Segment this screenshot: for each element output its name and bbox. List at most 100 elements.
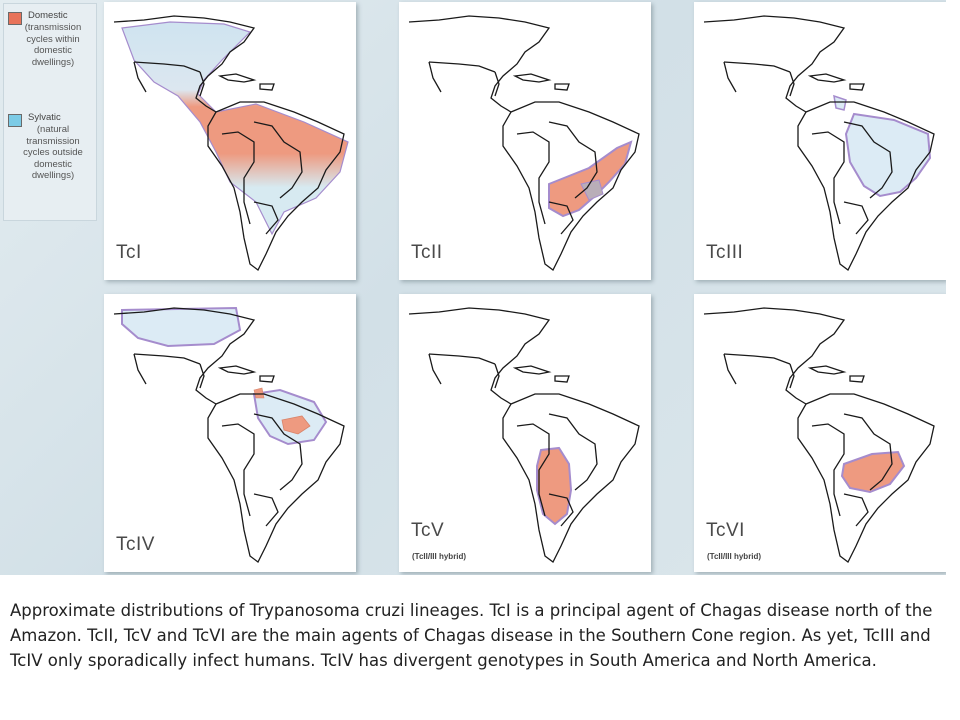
tcv-label: TcV <box>411 520 445 541</box>
gulf-coast-outline <box>494 71 500 97</box>
gulf-coast-outline <box>494 363 500 389</box>
southern-cone-border-outline <box>253 493 279 527</box>
domestic-description: (transmission cycles within domestic dwe… <box>24 22 82 68</box>
tci-range <box>121 21 349 236</box>
tciv-label: TcIV <box>116 534 155 555</box>
north-america-coast-outline <box>113 15 256 113</box>
south-america-coast-outline <box>797 101 935 271</box>
legend: Domestic (transmission cycles within dom… <box>3 3 97 221</box>
us-mexico-border-outline <box>428 61 496 73</box>
south-america-coast-outline <box>207 393 345 563</box>
panel-tciv-base-map <box>113 307 345 563</box>
gulf-coast-outline <box>199 363 205 389</box>
panel-tciii-base-map <box>703 15 935 271</box>
cuba-outline <box>807 73 847 83</box>
baja-peninsula-outline <box>133 61 147 93</box>
panel-tcv-base-map <box>408 307 640 563</box>
tci-map <box>113 15 349 271</box>
andes-borders-outline <box>811 423 845 517</box>
brazil-border-outline <box>253 413 303 491</box>
sylvatic-swatch <box>8 114 22 127</box>
tciv-map <box>113 306 345 563</box>
brazil-border-outline <box>843 121 893 199</box>
tcii-map <box>408 15 640 271</box>
tci-label: TcI <box>116 242 142 263</box>
hispaniola-outline <box>554 83 570 91</box>
hispaniola-outline <box>849 83 865 91</box>
hispaniola-outline <box>554 375 570 383</box>
north-america-coast-outline <box>703 15 846 113</box>
tcvi-label: TcVI <box>706 520 745 541</box>
tciii-label: TcIII <box>706 242 744 263</box>
south-america-coast-outline <box>502 101 640 271</box>
north-america-coast-outline <box>113 307 256 405</box>
tcv-sublabel: (TcII/III hybrid) <box>412 552 467 561</box>
hispaniola-outline <box>849 375 865 383</box>
southern-cone-border-outline <box>253 201 279 235</box>
tciv-range <box>121 306 328 446</box>
panel-tci: TcI <box>104 2 356 280</box>
tciii-map <box>703 15 935 271</box>
cuba-outline <box>217 73 257 83</box>
andes-borders-outline <box>516 423 550 517</box>
panel-tcii-base-map <box>408 15 640 271</box>
panel-tcvi-base-map <box>703 307 935 563</box>
brazil-border-outline <box>253 121 303 199</box>
hispaniola-outline <box>259 375 275 383</box>
north-america-coast-outline <box>408 15 551 113</box>
tciii-range <box>833 94 932 198</box>
panel-tcvi: TcVI (TcII/III hybrid) <box>694 294 946 572</box>
gulf-coast-outline <box>789 363 795 389</box>
andes-borders-outline <box>811 131 845 225</box>
tcii-label: TcII <box>411 242 443 263</box>
baja-peninsula-outline <box>723 353 737 385</box>
panel-tciii: TcIII <box>694 2 946 280</box>
tcvi-range <box>840 450 906 494</box>
gulf-coast-outline <box>199 71 205 97</box>
north-america-coast-outline <box>703 307 846 405</box>
cuba-outline <box>217 365 257 375</box>
us-mexico-border-outline <box>723 61 791 73</box>
lineage-distribution-figure: Domestic (transmission cycles within dom… <box>0 0 946 575</box>
brazil-border-outline <box>548 121 598 199</box>
andes-borders-outline <box>221 131 255 225</box>
domestic-title: Domestic <box>28 10 68 21</box>
sylvatic-description: (natural transmission cycles outside dom… <box>23 124 83 181</box>
us-mexico-border-outline <box>428 353 496 365</box>
us-mexico-border-outline <box>133 61 201 73</box>
south-america-coast-outline <box>797 393 935 563</box>
southern-cone-border-outline <box>548 201 574 235</box>
cuba-outline <box>512 73 552 83</box>
panel-tci-base-map <box>113 15 345 271</box>
panel-tcv: TcV (TcII/III hybrid) <box>399 294 651 572</box>
baja-peninsula-outline <box>428 353 442 385</box>
hispaniola-outline <box>259 83 275 91</box>
figure-caption: Approximate distributions of Trypanosoma… <box>10 601 933 670</box>
tcvi-map <box>703 307 935 563</box>
southern-cone-border-outline <box>548 493 574 527</box>
andes-borders-outline <box>221 423 255 517</box>
south-america-coast-outline <box>207 101 345 271</box>
panel-tcii: TcII <box>399 2 651 280</box>
southern-cone-border-outline <box>843 493 869 527</box>
tcv-map <box>408 307 640 563</box>
tcvi-sublabel: (TcII/III hybrid) <box>707 552 762 561</box>
southern-cone-border-outline <box>843 201 869 235</box>
tcv-range <box>536 446 573 526</box>
panel-tciv: TcIV <box>104 294 356 572</box>
brazil-border-outline <box>843 413 893 491</box>
cuba-outline <box>512 365 552 375</box>
brazil-border-outline <box>548 413 598 491</box>
cuba-outline <box>807 365 847 375</box>
us-mexico-border-outline <box>723 353 791 365</box>
gulf-coast-outline <box>789 71 795 97</box>
baja-peninsula-outline <box>723 61 737 93</box>
baja-peninsula-outline <box>428 61 442 93</box>
us-mexico-border-outline <box>133 353 201 365</box>
south-america-coast-outline <box>502 393 640 563</box>
domestic-swatch <box>8 12 22 25</box>
north-america-coast-outline <box>408 307 551 405</box>
sylvatic-title: Sylvatic <box>28 112 61 123</box>
tcii-range <box>548 140 633 218</box>
baja-peninsula-outline <box>133 353 147 385</box>
